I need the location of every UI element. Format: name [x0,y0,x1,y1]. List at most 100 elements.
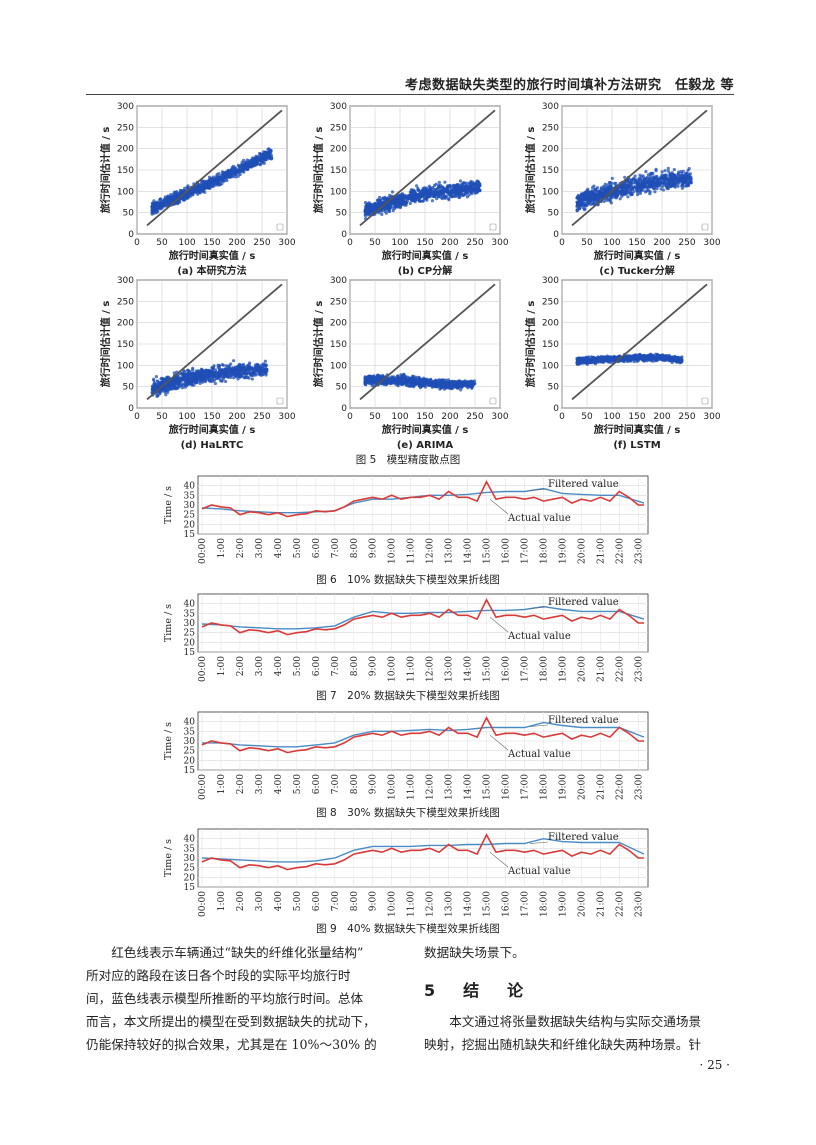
scatter-point [188,193,192,197]
scatter-point [437,184,441,189]
y-tick-label: 100 [330,187,347,197]
scatter-point [152,199,156,203]
scatter-point [638,173,642,177]
scatter-point [385,197,389,201]
scatter-point [224,170,229,174]
scatter-point [470,381,474,385]
panel-label: (a) 本研究方法 [177,264,246,277]
y-tick-label: 250 [117,297,134,307]
x-tick-label: 100 [603,238,620,248]
panel-label: (c) Tucker分解 [599,264,674,277]
scatter-point [661,188,666,192]
y-tick-label: 50 [336,383,348,393]
scatter-point [196,189,200,194]
y-tick-label: 250 [542,297,559,307]
scatter-point [602,191,606,195]
scatter-point [681,180,685,184]
y-axis-label: 旅行时间估计值 / s [99,301,112,388]
y-tick-label: 250 [330,123,347,133]
scatter-point [206,374,210,378]
scatter-point [221,363,225,367]
scatter-point [181,373,185,377]
scatter-point [384,379,388,383]
scatter-point [238,170,242,174]
scatter-point [186,368,190,372]
scatter-point [602,184,606,188]
scatter-point [462,383,466,387]
scatter-point [236,377,240,381]
scatter-point [440,190,444,194]
scatter-point [422,193,426,197]
x-axis-label: 旅行时间真实值 / s [382,249,469,262]
scatter-point [648,190,652,194]
scatter-point [238,363,242,367]
scatter-point [241,363,245,367]
y-tick-label: 250 [117,123,134,133]
scatter-point [198,184,202,188]
scatter-point [392,380,396,384]
scatter-point [388,377,392,381]
scatter-point [623,175,627,179]
x-tick-label: 200 [441,238,458,248]
scatter-point [259,363,264,367]
scatter-point [156,210,160,214]
x-tick-label: 0 [559,238,565,248]
scatter-point [434,378,438,382]
scatter-point [673,181,677,185]
scatter-point [183,186,187,190]
legend-marker [489,397,497,405]
x-tick-label: 100 [603,412,620,422]
scatter-panel-f: 0 50 100 150 200 250 300050100150200250300旅行时间… [524,276,721,451]
scatter-point [209,372,213,376]
x-tick-label: 0 [347,412,353,422]
scatter-point [437,195,441,199]
scatter-point [404,203,408,207]
scatter-points [150,147,274,216]
scatter-points [575,352,684,366]
x-tick-label: 300 [703,238,720,248]
scatter-point [666,166,670,170]
scatter-point [191,189,195,193]
scatter-point [685,175,689,179]
scatter-point [398,205,402,210]
scatter-point [234,373,238,377]
scatter-point [640,186,644,190]
scatter-point [682,176,686,180]
scatter-point [421,199,425,203]
y-tick-label: 150 [542,340,559,350]
scatter-point [221,172,225,176]
x-tick-label: 0 [134,412,140,422]
x-tick-label: 0 [559,412,565,422]
y-tick-label: 150 [330,340,347,350]
scatter-point [378,198,382,202]
x-tick-label: 300 [278,412,295,422]
scatter-point [412,194,416,198]
scatter-point [247,366,251,370]
legend-marker [701,223,709,231]
scatter-point [456,385,460,389]
scatter-point [688,172,692,176]
scatter-point [464,188,468,192]
scatter-point [465,181,469,185]
scatter-point [468,181,472,185]
scatter-point [265,157,270,161]
x-tick-label: 200 [653,238,670,248]
reference-line [146,283,283,401]
panel-label: (b) CP分解 [398,264,452,277]
scatter-point [607,198,611,202]
scatter-point [684,181,688,185]
running-header-title: 考虑数据缺失类型的旅行时间填补方法研究 任毅龙 等 [404,78,734,93]
scatter-point [615,189,620,193]
scatter-point [194,186,198,190]
y-tick-label: 200 [117,145,134,155]
y-axis-label: 旅行时间估计值 / s [312,127,325,214]
scatter-point [463,181,467,185]
scatter-point [389,203,393,207]
scatter-point [225,178,229,183]
scatter-point [185,382,189,387]
scatter-point [233,166,237,170]
legend-marker [276,397,284,405]
y-tick-label: 50 [548,209,560,219]
scatter-point [227,173,231,177]
